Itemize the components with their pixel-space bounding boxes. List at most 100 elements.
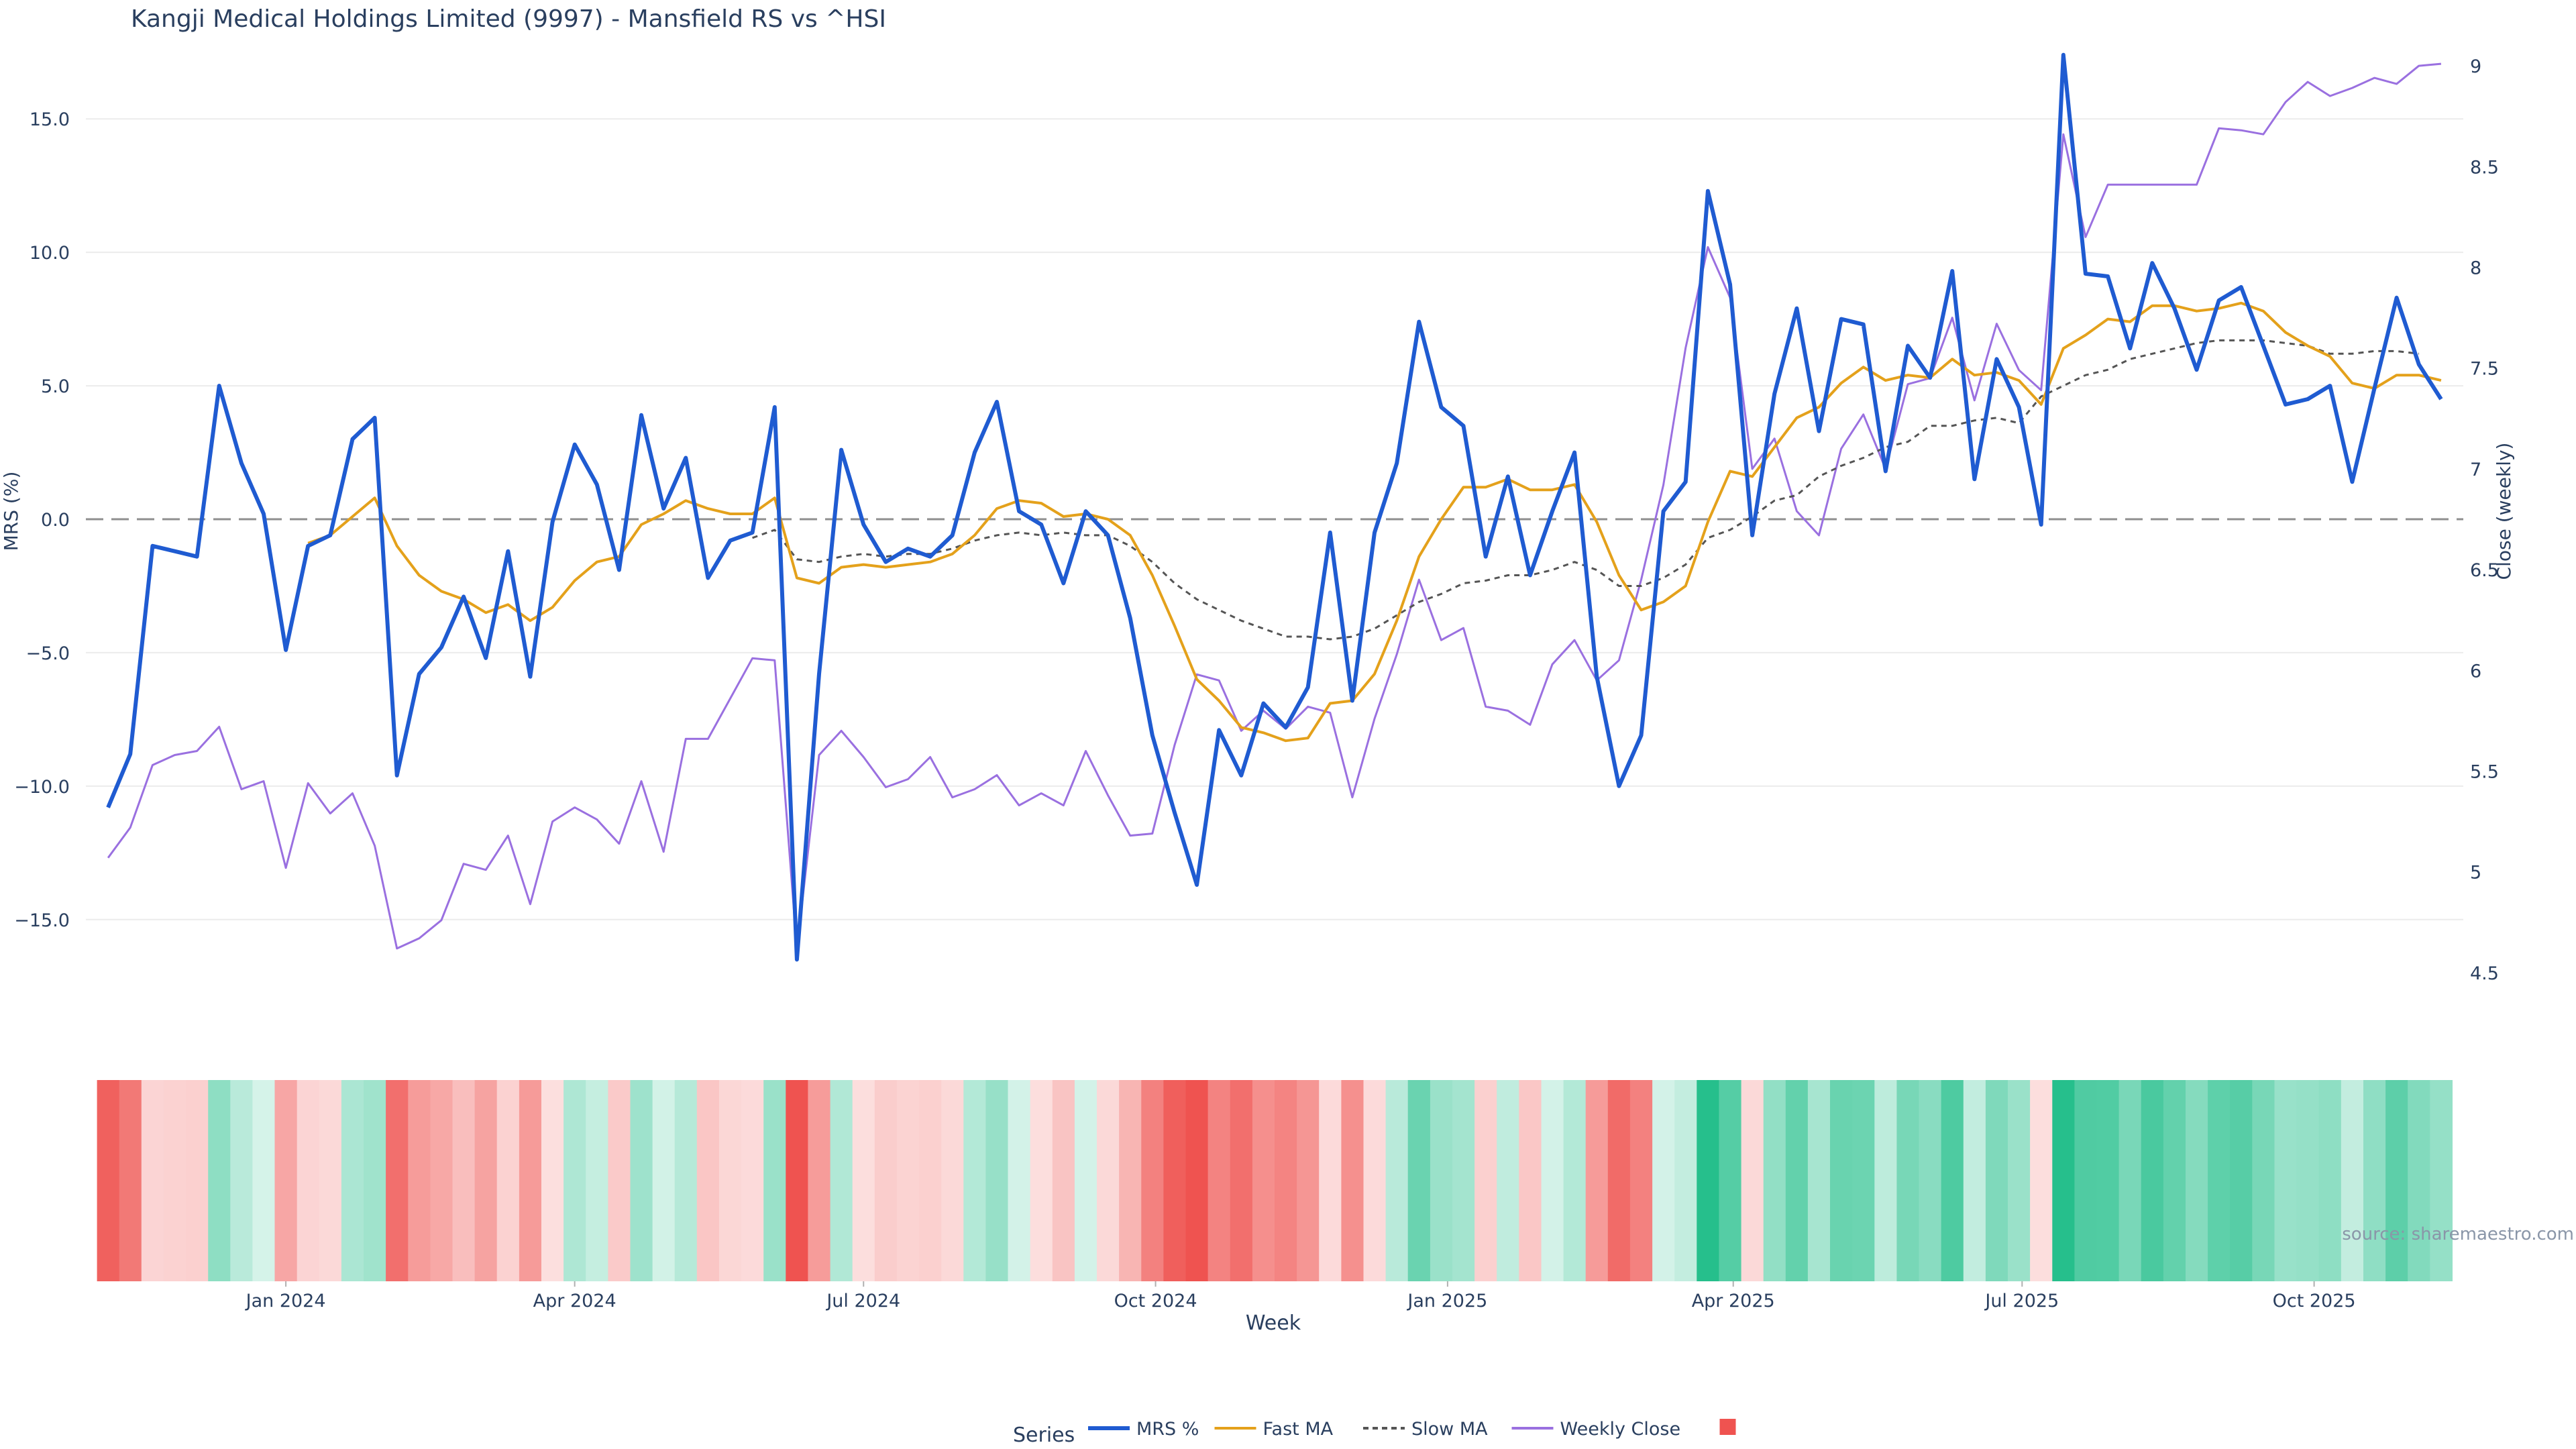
y2-tick-label: 7.5	[2470, 359, 2499, 380]
y-tick-label: −5.0	[25, 643, 70, 664]
heat-cell	[2074, 1080, 2098, 1281]
heat-cell	[1541, 1080, 1564, 1281]
heat-cell	[1874, 1080, 1897, 1281]
heat-cell	[1652, 1080, 1675, 1281]
heat-cell	[1052, 1080, 1075, 1281]
heat-cell	[1230, 1080, 1253, 1281]
y-tick-label: 0.0	[41, 510, 70, 531]
heat-cell	[2118, 1080, 2142, 1281]
heat-cell	[496, 1080, 520, 1281]
heat-cell	[1674, 1080, 1697, 1281]
x-axis: Jan 2024 Apr 2024 Jul 2024 Oct 2024 Jan 2025…	[245, 1281, 2356, 1311]
legend-item-label: MRS %	[1136, 1419, 1199, 1440]
y-tick-label: −15.0	[14, 910, 70, 931]
legend-item-label: Weekly Close	[1560, 1419, 1681, 1440]
heat-cell	[696, 1080, 720, 1281]
heat-cell	[2163, 1080, 2186, 1281]
heat-cell	[652, 1080, 676, 1281]
heat-cell	[1807, 1080, 1831, 1281]
heat-cell	[941, 1080, 964, 1281]
series-fast-ma	[307, 301, 2442, 743]
heat-cell	[586, 1080, 608, 1281]
heat-cell	[2385, 1080, 2408, 1281]
heat-cell	[1185, 1080, 1209, 1281]
heat-cell	[208, 1080, 231, 1281]
heat-cell	[141, 1080, 164, 1281]
heat-cell	[1607, 1080, 1631, 1281]
heat-cell	[1008, 1080, 1031, 1281]
heat-cell	[1474, 1080, 1497, 1281]
heat-cell	[1629, 1080, 1653, 1281]
y-tick-label: 15.0	[30, 109, 70, 130]
heat-cell	[386, 1080, 409, 1281]
heat-cell	[786, 1080, 808, 1281]
heat-cell	[2230, 1080, 2253, 1281]
heat-cell	[564, 1080, 586, 1281]
heat-cell	[741, 1080, 764, 1281]
heat-cell	[341, 1080, 364, 1281]
heat-cell	[1497, 1080, 1519, 1281]
heat-cell	[1785, 1080, 1809, 1281]
heat-cell	[1407, 1080, 1431, 1281]
heat-cell	[1563, 1080, 1587, 1281]
y-tick-label: 5.0	[41, 376, 70, 397]
y2-tick-label: 5	[2470, 863, 2481, 883]
heat-cell	[2341, 1080, 2364, 1281]
x-tick-label: Jul 2025	[1984, 1291, 2059, 1311]
heat-cell	[474, 1080, 498, 1281]
heat-cell	[1074, 1080, 1097, 1281]
heat-cell	[364, 1080, 386, 1281]
heat-cell	[1452, 1080, 1475, 1281]
heat-cell	[2030, 1080, 2053, 1281]
heat-cell	[2408, 1080, 2430, 1281]
heat-cell	[97, 1080, 120, 1281]
x-tick-label: Oct 2025	[2273, 1291, 2356, 1311]
heat-cell	[541, 1080, 564, 1281]
heat-cell	[1097, 1080, 1120, 1281]
source-note: source: sharemaestro.com	[2342, 1224, 2574, 1244]
heat-cell	[1119, 1080, 1142, 1281]
heat-cell	[1741, 1080, 1764, 1281]
heat-cell	[919, 1080, 942, 1281]
heat-cell	[2363, 1080, 2386, 1281]
y2-axis-label: Close (weekly)	[2493, 443, 2515, 580]
heat-cell	[2141, 1080, 2164, 1281]
heat-cell	[1208, 1080, 1231, 1281]
heat-cell	[1319, 1080, 1342, 1281]
heat-cell	[2186, 1080, 2208, 1281]
heat-cell	[252, 1080, 276, 1281]
x-tick-label: Oct 2024	[1114, 1291, 1197, 1311]
heat-cell	[2252, 1080, 2275, 1281]
chart-title: Kangji Medical Holdings Limited (9997) -…	[131, 5, 886, 33]
heat-cell	[186, 1080, 209, 1281]
heat-cell	[452, 1080, 476, 1281]
legend-title: Series	[1013, 1424, 1075, 1447]
heat-cell	[519, 1080, 542, 1281]
heat-cell	[1519, 1080, 1542, 1281]
heat-cell	[319, 1080, 342, 1281]
heat-cell	[1385, 1080, 1409, 1281]
heat-cell	[1252, 1080, 1275, 1281]
heat-cell	[119, 1080, 142, 1281]
heat-cell	[2008, 1080, 2031, 1281]
heat-cell	[1896, 1080, 1920, 1281]
heat-cell	[1763, 1080, 1786, 1281]
heat-cell	[1830, 1080, 1853, 1281]
y2-tick-label: 8	[2470, 258, 2481, 278]
y2-tick-label: 5.5	[2470, 762, 2499, 783]
heat-cell	[608, 1080, 631, 1281]
heat-cell	[674, 1080, 698, 1281]
heat-cell	[2052, 1080, 2075, 1281]
y2-tick-label: 6	[2470, 661, 2481, 682]
x-tick-label: Apr 2025	[1692, 1291, 1775, 1311]
y-tick-label: 10.0	[30, 243, 70, 264]
heat-cell	[2096, 1080, 2120, 1281]
x-tick-label: Jan 2024	[245, 1291, 326, 1311]
right-y-axis: 4.5 5 5.5 6 6.5 7 7.5 8 8.5 9	[2470, 56, 2499, 984]
heat-cell	[1852, 1080, 1875, 1281]
y2-tick-label: 6.5	[2470, 560, 2499, 581]
legend: Series MRS % Fast MA Slow MA Weekly Close	[1013, 1419, 1736, 1447]
heat-cell	[2274, 1080, 2298, 1281]
heat-cell	[1697, 1080, 1719, 1281]
